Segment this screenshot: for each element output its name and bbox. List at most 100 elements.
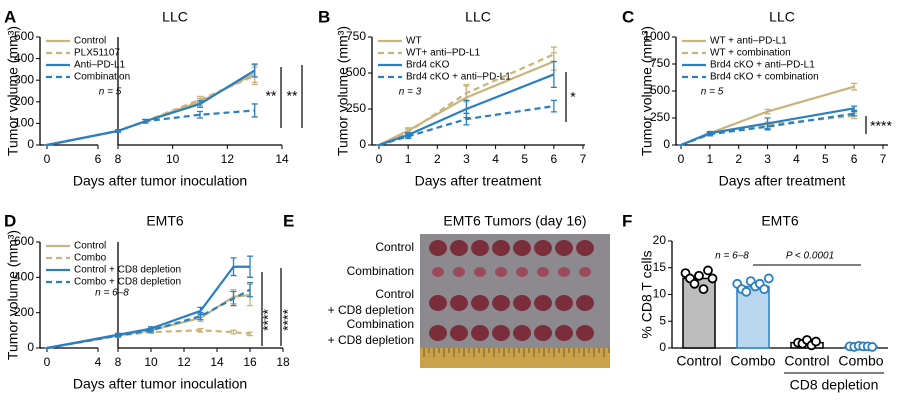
error-bar bbox=[706, 131, 713, 137]
x-axis-label: Days after tumor inoculation bbox=[73, 376, 247, 392]
series-line bbox=[46, 74, 256, 147]
annotation: ** bbox=[287, 88, 298, 104]
error-bar bbox=[230, 290, 237, 307]
legend-label: WT + anti–PD-L1 bbox=[710, 36, 787, 47]
x-tick-label: 0 bbox=[376, 152, 383, 166]
legend-label: Combo bbox=[74, 253, 107, 264]
x-tick-label: 14 bbox=[210, 355, 224, 369]
legend-label: Brd4 cKO + combination bbox=[710, 72, 819, 83]
panel-letter: E bbox=[283, 211, 294, 230]
x-tick-label: 10 bbox=[166, 152, 180, 166]
ruler bbox=[420, 348, 610, 368]
tumor bbox=[534, 240, 552, 256]
y-tick-label: 500 bbox=[346, 65, 366, 79]
error-bar bbox=[851, 110, 858, 117]
x-tick-label: 16 bbox=[243, 355, 257, 369]
tumor bbox=[537, 267, 549, 277]
error-bar bbox=[197, 100, 203, 108]
x-tick-label: 2 bbox=[735, 152, 742, 166]
y-axis-label: Tumor volume (mm³) bbox=[5, 230, 21, 360]
x-tick-label: 7 bbox=[580, 152, 587, 166]
legend-label: Brd4 cKO + anti–PD-L1 bbox=[710, 60, 815, 71]
series-line bbox=[378, 53, 555, 147]
photo-row-label: + CD8 depletion bbox=[328, 303, 414, 317]
y-tick-label: 0 bbox=[663, 137, 670, 151]
tumor bbox=[558, 267, 570, 277]
legend-label: Combination bbox=[74, 72, 130, 83]
tumor bbox=[513, 325, 531, 341]
bar bbox=[682, 277, 716, 349]
chart-title: EMT6 bbox=[146, 213, 184, 229]
y-axis-label: Tumor volume (mm³) bbox=[639, 26, 655, 156]
x-tick-label: 0 bbox=[44, 152, 51, 166]
x-tick-label: 6 bbox=[551, 152, 558, 166]
tumor bbox=[429, 240, 447, 256]
y-tick-label: 250 bbox=[346, 101, 366, 115]
tumor bbox=[492, 295, 510, 311]
error-bar bbox=[247, 255, 253, 278]
x-tick-label: Control bbox=[784, 353, 829, 369]
x-tick-label: Combo bbox=[838, 353, 883, 369]
legend-label: PLX51107 bbox=[74, 48, 120, 59]
annotation: n = 5 bbox=[99, 87, 122, 98]
legend-label: WT+ anti–PD-L1 bbox=[406, 48, 481, 59]
data-point bbox=[811, 336, 821, 347]
legend-label: WT + combination bbox=[710, 48, 791, 59]
x-tick-label: 2 bbox=[434, 152, 441, 166]
error-bar bbox=[230, 257, 237, 277]
error-bar bbox=[405, 133, 412, 140]
panel-letter: F bbox=[622, 211, 632, 230]
x-tick-label: 18 bbox=[276, 355, 290, 369]
y-tick-label: 100 bbox=[14, 116, 34, 130]
error-bar bbox=[197, 312, 204, 321]
bar bbox=[736, 285, 770, 349]
x-tick-label: 12 bbox=[221, 152, 235, 166]
legend-label: Control bbox=[74, 241, 106, 252]
y-tick-label: 600 bbox=[14, 234, 34, 248]
annotation: **** bbox=[260, 309, 276, 331]
error-bar bbox=[247, 331, 253, 337]
x-tick-label: 10 bbox=[144, 355, 158, 369]
error-bar bbox=[550, 99, 557, 113]
data-point bbox=[694, 270, 704, 281]
tumor bbox=[471, 295, 489, 311]
error-bar bbox=[197, 327, 204, 333]
chart-title: EMT6 bbox=[761, 213, 799, 229]
error-bar bbox=[251, 63, 258, 78]
x-tick-label: 8 bbox=[115, 152, 122, 166]
y-tick-label: 400 bbox=[14, 51, 34, 65]
y-tick-label: 1000 bbox=[643, 29, 670, 43]
tumor bbox=[576, 295, 594, 311]
legend-label: Brd4 cKO + anti–PD-L1 bbox=[406, 72, 511, 83]
tumor bbox=[471, 240, 489, 256]
x-tick-label: 1 bbox=[707, 152, 714, 166]
x-tick-label: 4 bbox=[793, 152, 800, 166]
photo-row-label: + CD8 depletion bbox=[328, 333, 414, 347]
annotation: n = 3 bbox=[399, 87, 422, 98]
legend-label: WT bbox=[406, 36, 422, 47]
tumor bbox=[576, 325, 594, 341]
error-bar bbox=[764, 122, 771, 131]
y-axis-label: % CD8 T cells bbox=[639, 250, 655, 338]
tumor bbox=[432, 267, 444, 277]
y-tick-label: 750 bbox=[650, 56, 670, 70]
legend-label: Brd4 cKO bbox=[406, 60, 450, 71]
x-axis-label: Days after treatment bbox=[719, 173, 846, 189]
annotation: **** bbox=[280, 309, 296, 331]
error-bar bbox=[115, 333, 121, 338]
legend-label: Combo + CD8 depletion bbox=[74, 277, 181, 288]
tumor bbox=[576, 240, 594, 256]
tumor bbox=[534, 325, 552, 341]
x-tick-label: 8 bbox=[115, 355, 122, 369]
tumor bbox=[555, 240, 573, 256]
error-bar bbox=[148, 327, 154, 333]
y-tick-label: 20 bbox=[653, 233, 667, 247]
data-point bbox=[867, 342, 878, 352]
data-point bbox=[698, 284, 709, 295]
x-tick-label: 3 bbox=[764, 152, 771, 166]
legend-label: Anti–PD-L1 bbox=[74, 60, 126, 71]
annotation: **** bbox=[870, 118, 892, 134]
legend-label: Control + CD8 depletion bbox=[74, 265, 181, 276]
photo-row-label: Control bbox=[375, 240, 414, 254]
